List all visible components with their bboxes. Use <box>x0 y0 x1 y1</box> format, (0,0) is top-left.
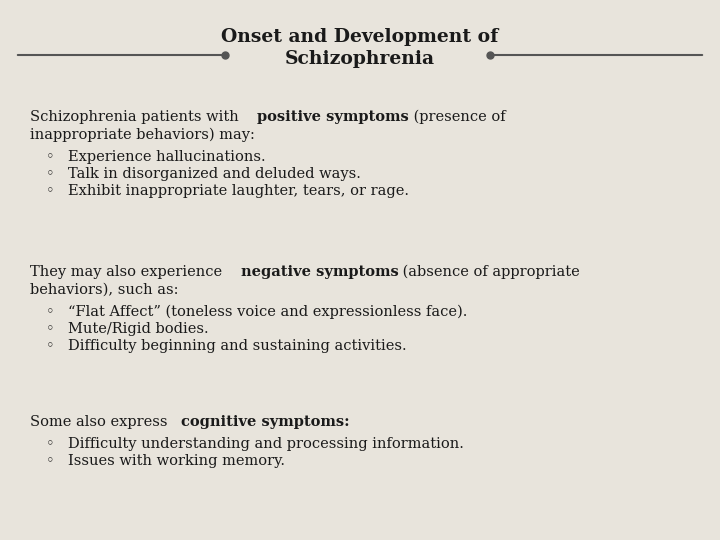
Text: They may also experience: They may also experience <box>30 265 240 279</box>
Text: Exhibit inappropriate laughter, tears, or rage.: Exhibit inappropriate laughter, tears, o… <box>68 184 409 198</box>
Text: cognitive symptoms:: cognitive symptoms: <box>181 415 350 429</box>
Text: ◦: ◦ <box>45 437 54 451</box>
Text: inappropriate behaviors) may:: inappropriate behaviors) may: <box>30 128 255 143</box>
Text: ◦: ◦ <box>45 167 54 181</box>
Text: ◦: ◦ <box>45 150 54 164</box>
Text: Schizophrenia: Schizophrenia <box>285 50 435 68</box>
Text: Talk in disorganized and deluded ways.: Talk in disorganized and deluded ways. <box>68 167 361 181</box>
Text: Mute/Rigid bodies.: Mute/Rigid bodies. <box>68 322 209 336</box>
Text: Onset and Development of: Onset and Development of <box>221 28 499 46</box>
Text: ◦: ◦ <box>45 454 54 468</box>
Text: (absence of appropriate: (absence of appropriate <box>398 265 580 279</box>
Text: “Flat Affect” (toneless voice and expressionless face).: “Flat Affect” (toneless voice and expres… <box>68 305 467 319</box>
Text: (presence of: (presence of <box>409 110 505 124</box>
Text: ◦: ◦ <box>45 322 54 336</box>
Text: ◦: ◦ <box>45 305 54 319</box>
Text: behaviors), such as:: behaviors), such as: <box>30 283 179 297</box>
Text: Some also express: Some also express <box>30 415 181 429</box>
Text: Difficulty understanding and processing information.: Difficulty understanding and processing … <box>68 437 464 451</box>
Text: Experience hallucinations.: Experience hallucinations. <box>68 150 266 164</box>
Text: negative symptoms: negative symptoms <box>240 265 398 279</box>
Text: Schizophrenia patients with: Schizophrenia patients with <box>30 110 257 124</box>
Text: ◦: ◦ <box>45 339 54 353</box>
Text: ◦: ◦ <box>45 184 54 198</box>
Text: positive symptoms: positive symptoms <box>257 110 409 124</box>
Text: Difficulty beginning and sustaining activities.: Difficulty beginning and sustaining acti… <box>68 339 407 353</box>
Text: Issues with working memory.: Issues with working memory. <box>68 454 285 468</box>
